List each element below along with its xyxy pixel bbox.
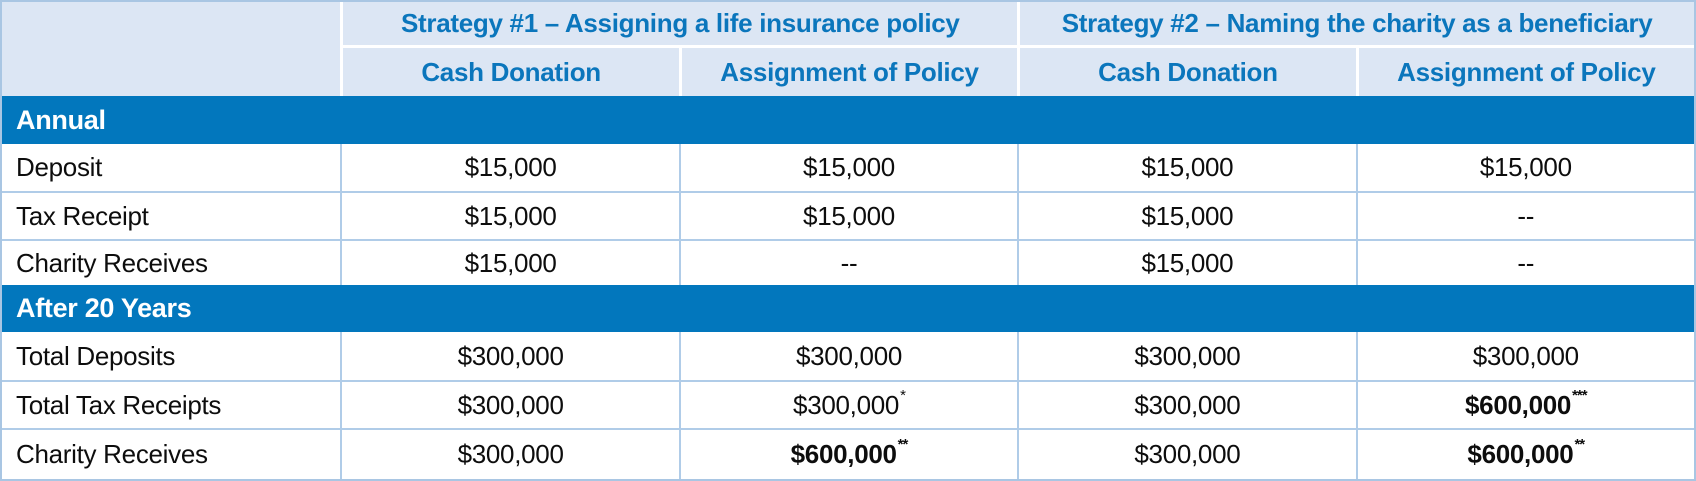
cell-total-tax-s2-policy: $600,000 *** <box>1355 380 1694 428</box>
cell-charity-20y-s1-cash: $300,000 <box>340 428 679 479</box>
cell-tax-receipt-s2-cash: $15,000 <box>1017 191 1356 239</box>
cell-tax-receipt-s1-policy: $15,000 <box>678 191 1018 239</box>
row-label-charity-receives-20y: Charity Receives <box>2 428 341 479</box>
cell-deposit-s2-policy: $15,000 <box>1355 144 1694 191</box>
cell-value: $300,000 <box>457 439 564 469</box>
cell-value: $15,000 <box>803 152 895 182</box>
cell-total-tax-s1-policy: $300,000 * <box>678 380 1018 428</box>
cell-deposit-s1-cash: $15,000 <box>340 144 679 191</box>
cell-value: -- <box>1517 200 1535 231</box>
cell-charity-annual-s1-cash: $15,000 <box>340 239 679 285</box>
section-header-after-20-years: After 20 Years <box>2 285 1694 332</box>
strategy-2-header: Strategy #2 – Naming the charity as a be… <box>1017 2 1694 48</box>
cell-total-tax-s2-cash: $300,000 <box>1017 380 1356 428</box>
cell-charity-20y-s2-policy: $600,000 ** <box>1355 428 1694 479</box>
cell-charity-annual-s2-policy: -- <box>1355 239 1694 285</box>
cell-value: $15,000 <box>1141 200 1234 231</box>
cell-value: -- <box>840 247 858 278</box>
cell-value: $15,000 <box>1479 152 1572 182</box>
cell-total-deposits-s1-policy: $300,000 <box>678 332 1018 380</box>
footnote-marker: ** <box>1574 436 1585 453</box>
cell-charity-annual-s2-cash: $15,000 <box>1017 239 1356 285</box>
row-label-total-tax-receipts: Total Tax Receipts <box>2 380 341 428</box>
cell-value: $300,000 <box>457 389 564 420</box>
column-header-cash-donation-2: Cash Donation <box>1017 48 1356 96</box>
cell-value: $15,000 <box>803 200 895 231</box>
cell-charity-20y-s2-cash: $300,000 <box>1017 428 1356 479</box>
section-header-annual: Annual <box>2 96 1694 144</box>
strategy-1-header: Strategy #1 – Assigning a life insurance… <box>340 2 1018 48</box>
cell-total-deposits-s2-policy: $300,000 <box>1355 332 1694 380</box>
cell-value: $300,000 <box>793 389 900 420</box>
footnote-marker: * <box>900 386 906 404</box>
cell-tax-receipt-s2-policy: -- <box>1355 191 1694 239</box>
footnote-marker: ** <box>897 436 909 453</box>
row-label-total-deposits: Total Deposits <box>2 332 341 380</box>
cell-total-deposits-s1-cash: $300,000 <box>340 332 679 380</box>
cell-value: $15,000 <box>1141 247 1234 278</box>
cell-value: $300,000 <box>1134 439 1241 469</box>
row-label-charity-receives-annual: Charity Receives <box>2 239 341 285</box>
cell-total-tax-s1-cash: $300,000 <box>340 380 679 428</box>
cell-total-deposits-s2-cash: $300,000 <box>1017 332 1356 380</box>
column-header-cash-donation-1: Cash Donation <box>340 48 679 96</box>
cell-deposit-s1-policy: $15,000 <box>678 144 1018 191</box>
row-label-tax-receipt: Tax Receipt <box>2 191 341 239</box>
row-label-deposit: Deposit <box>2 144 341 191</box>
cell-value: -- <box>1517 247 1535 278</box>
cell-value: $300,000 <box>457 340 564 371</box>
footnote-marker: *** <box>1572 386 1587 404</box>
cell-tax-receipt-s1-cash: $15,000 <box>340 191 679 239</box>
cell-value: $300,000 <box>1472 340 1579 371</box>
corner-cell <box>2 2 341 96</box>
cell-value: $600,000 <box>790 439 897 469</box>
cell-value: $15,000 <box>464 247 557 278</box>
cell-value: $300,000 <box>1134 389 1241 420</box>
cell-value: $300,000 <box>795 340 903 371</box>
cell-charity-annual-s1-policy: -- <box>678 239 1018 285</box>
cell-value: $600,000 <box>1467 439 1574 469</box>
column-header-assignment-of-policy-1: Assignment of Policy <box>678 48 1018 96</box>
cell-value: $600,000 <box>1465 389 1572 420</box>
cell-value: $15,000 <box>464 152 557 182</box>
cell-deposit-s2-cash: $15,000 <box>1017 144 1356 191</box>
cell-value: $15,000 <box>464 200 557 231</box>
cell-charity-20y-s1-policy: $600,000 ** <box>678 428 1018 479</box>
cell-value: $15,000 <box>1141 152 1234 182</box>
column-header-assignment-of-policy-2: Assignment of Policy <box>1355 48 1694 96</box>
cell-value: $300,000 <box>1134 340 1241 371</box>
